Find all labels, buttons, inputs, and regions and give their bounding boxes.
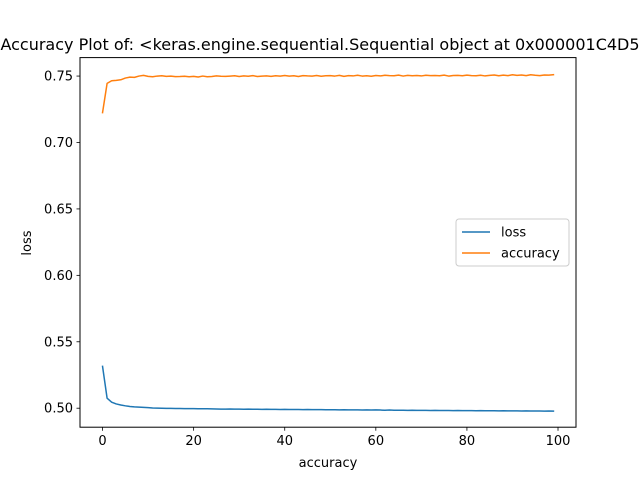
legend-label-accuracy: accuracy (501, 247, 560, 262)
x-tick-label: 60 (368, 434, 385, 449)
y-tick-label: 0.60 (44, 269, 73, 284)
series-line-accuracy (101, 73, 555, 114)
x-tick-label: 100 (546, 434, 571, 449)
y-tick-label: 0.65 (44, 202, 73, 217)
x-axis: 0 20 40 60 80 100 (98, 427, 570, 449)
y-axis-label: loss (20, 230, 35, 255)
y-tick-label: 0.75 (44, 70, 73, 85)
x-tick-label: 20 (185, 434, 202, 449)
chart-title: Accuracy Plot of: <keras.engine.sequenti… (0, 35, 639, 54)
y-tick-label: 0.70 (44, 136, 73, 151)
y-tick-label: 0.50 (44, 402, 73, 417)
x-axis-label: accuracy (299, 456, 358, 471)
x-tick-label: 80 (459, 434, 476, 449)
y-tick-label: 0.55 (44, 335, 73, 350)
x-tick-label: 40 (276, 434, 293, 449)
legend-label-loss: loss (501, 226, 526, 241)
plot-area (101, 73, 555, 412)
x-tick-label: 0 (98, 434, 106, 449)
series-line-loss (101, 365, 555, 412)
legend: loss accuracy (455, 218, 570, 267)
axes-frame (79, 57, 577, 428)
legend-box (455, 218, 570, 267)
y-axis: 0.50 0.55 0.60 0.65 0.70 0.75 (44, 70, 80, 417)
